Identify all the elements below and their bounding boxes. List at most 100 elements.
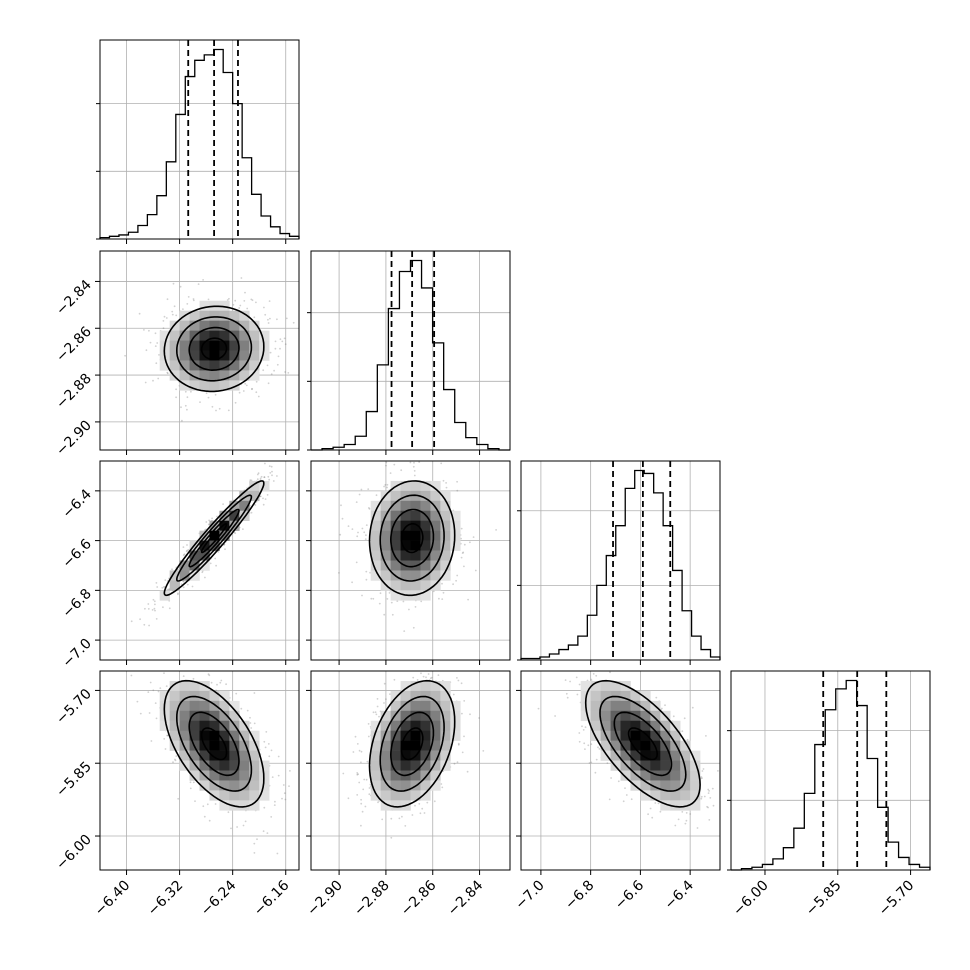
scatter-point <box>218 407 221 410</box>
density-cell <box>450 520 461 531</box>
scatter-point <box>180 583 183 585</box>
density-cell <box>610 680 621 692</box>
scatter-point <box>702 768 705 770</box>
density-cell <box>420 490 431 502</box>
x-tick-label: −2.90 <box>304 878 346 920</box>
density-cell <box>219 700 230 712</box>
scatter-point <box>651 816 654 819</box>
scatter-point <box>253 722 256 725</box>
scatter-point <box>281 797 283 800</box>
density-cell <box>229 310 240 321</box>
scatter-point <box>368 507 370 509</box>
density-cell <box>239 330 250 341</box>
scatter-point <box>587 744 590 747</box>
density-cell <box>390 490 401 502</box>
scatter-point <box>608 798 611 801</box>
density-cell <box>380 530 391 541</box>
scatter-point <box>249 716 251 719</box>
scatter-point <box>705 735 707 737</box>
scatter-point <box>182 580 185 583</box>
histogram-1 <box>311 259 510 451</box>
density-cell <box>430 540 441 551</box>
density-cell <box>179 340 190 351</box>
scatter-point <box>463 543 466 546</box>
density-cell <box>380 500 391 512</box>
scatter-point <box>401 815 403 818</box>
scatter-point <box>149 681 152 684</box>
density-cell <box>580 710 591 722</box>
scatter-point <box>376 698 379 700</box>
scatter-point <box>554 715 556 717</box>
scatter-point <box>192 781 195 784</box>
scatter-point <box>370 597 373 600</box>
density-cell <box>169 320 180 331</box>
scatter-point <box>251 299 254 302</box>
scatter-point <box>214 393 217 396</box>
density-cell <box>420 700 431 712</box>
density-cell <box>199 750 210 761</box>
scatter-point <box>469 713 471 716</box>
density-cell <box>420 770 431 781</box>
scatter-point <box>368 787 371 789</box>
scatter-point <box>457 743 460 746</box>
density-cell <box>249 800 260 811</box>
scatter-point <box>263 806 266 809</box>
scatter-point <box>246 709 249 712</box>
contour-level-3 <box>368 480 456 597</box>
density-cell <box>209 320 220 331</box>
scatter-point <box>259 495 262 498</box>
scatter-point <box>124 354 126 357</box>
density-cell <box>620 730 631 741</box>
density-cell <box>410 540 421 551</box>
scatter-point <box>166 588 169 591</box>
density-cell <box>420 580 431 591</box>
density-cell <box>179 370 190 381</box>
scatter-point <box>194 800 196 802</box>
y-tick-label: −6.8 <box>59 586 94 621</box>
density-cell <box>660 760 671 771</box>
density-cell <box>219 340 230 351</box>
density-cell <box>440 710 451 722</box>
scatter-point <box>183 553 186 556</box>
scatter-point <box>263 476 266 479</box>
density-cell <box>440 690 451 702</box>
density-cell <box>189 350 200 361</box>
scatter-point <box>576 693 579 696</box>
x-tick-label: −6.32 <box>145 878 187 920</box>
scatter-point <box>250 511 253 514</box>
scatter-point <box>342 772 345 775</box>
scatter-point <box>425 676 427 679</box>
scatter-point <box>163 672 165 674</box>
density-cell <box>450 540 461 551</box>
scatter-point <box>186 396 189 399</box>
scatter-point <box>706 805 708 808</box>
density-cell <box>159 330 170 341</box>
scatter-point <box>191 585 194 588</box>
scatter-point <box>164 579 167 581</box>
density-cell <box>410 510 421 521</box>
density-cell <box>630 740 641 751</box>
density-cell <box>400 700 411 712</box>
density-cell <box>380 710 391 722</box>
scatter-point <box>708 819 711 821</box>
scatter-point <box>185 550 188 553</box>
scatter-point <box>357 531 359 534</box>
density-cell <box>229 740 240 751</box>
density-cell <box>660 770 671 781</box>
scatter-point <box>279 347 281 350</box>
density-cell <box>380 800 391 811</box>
density-cell <box>600 710 611 722</box>
scatter-point <box>155 618 158 620</box>
density-cell <box>590 720 601 731</box>
density-cell <box>440 680 451 692</box>
density-cell <box>390 800 401 811</box>
density-cell <box>390 720 401 731</box>
axis-frame <box>310 460 511 661</box>
scatter-point <box>227 811 230 814</box>
density-cell <box>430 760 441 771</box>
scatter-point <box>429 677 432 680</box>
density-cell <box>430 740 441 751</box>
scatter-point <box>136 700 139 703</box>
scatter-point <box>143 623 146 626</box>
scatter-point <box>365 524 368 526</box>
